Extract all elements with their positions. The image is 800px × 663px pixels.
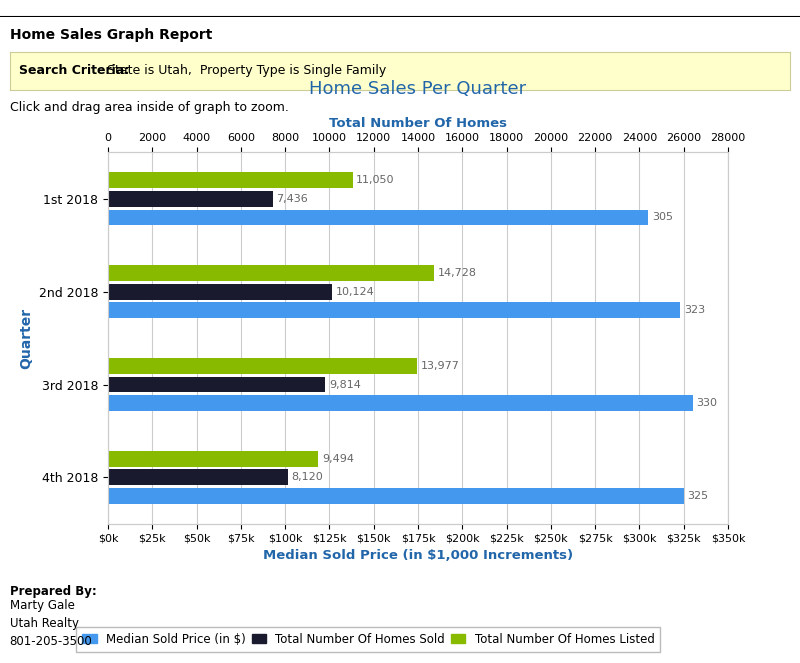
Text: 323: 323 [684,305,705,316]
Legend: Median Sold Price (in $), Total Number Of Homes Sold, Total Number Of Homes List: Median Sold Price (in $), Total Number O… [77,627,660,652]
Bar [108,451,318,467]
Text: Search Criteria:: Search Criteria: [19,64,130,77]
Text: 9,814: 9,814 [329,379,361,390]
Text: 325: 325 [687,491,708,501]
X-axis label: Total Number Of Homes: Total Number Of Homes [329,117,507,130]
Text: Click and drag area inside of graph to zoom.: Click and drag area inside of graph to z… [10,101,289,114]
Text: 9,494: 9,494 [322,453,354,464]
Bar [108,191,273,207]
Text: 8,120: 8,120 [291,472,323,483]
Text: 10,124: 10,124 [336,286,374,297]
Text: Marty Gale
Utah Realty
801-205-3500: Marty Gale Utah Realty 801-205-3500 [10,599,92,648]
Bar [108,358,418,374]
Bar [108,395,693,411]
Text: Prepared By:: Prepared By: [10,585,96,598]
Text: 330: 330 [696,398,717,408]
Bar [108,377,326,392]
Bar [108,469,288,485]
Bar [108,172,353,188]
Bar [108,488,684,504]
Text: 7,436: 7,436 [276,194,308,204]
Bar [108,302,680,318]
Bar [108,210,648,225]
Bar [108,284,332,300]
Text: 305: 305 [652,212,673,223]
Title: Home Sales Per Quarter: Home Sales Per Quarter [310,80,526,98]
X-axis label: Median Sold Price (in $1,000 Increments): Median Sold Price (in $1,000 Increments) [263,549,573,562]
Bar [108,265,434,281]
Text: State is Utah,  Property Type is Single Family: State is Utah, Property Type is Single F… [103,64,386,77]
Text: 13,977: 13,977 [421,361,460,371]
Text: 11,050: 11,050 [356,175,394,186]
Text: Home Sales Graph Report: Home Sales Graph Report [10,28,212,42]
Text: 14,728: 14,728 [438,268,477,278]
Y-axis label: Quarter: Quarter [19,308,34,369]
